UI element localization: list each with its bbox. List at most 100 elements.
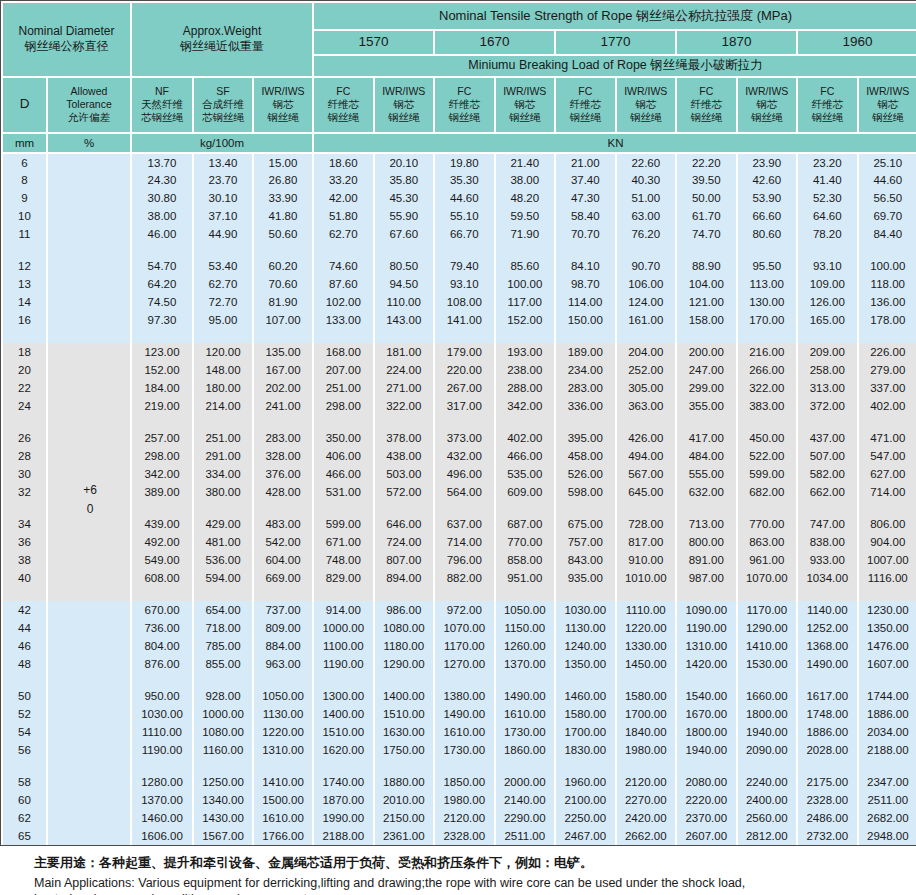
value-cell: 1700.00 <box>555 723 616 741</box>
value-cell: 1660.00 <box>737 687 798 705</box>
spacer-cell <box>555 673 616 687</box>
value-cell: 100.00 <box>858 257 916 275</box>
value-cell: 450.00 <box>737 429 798 447</box>
spacer-cell <box>253 329 313 343</box>
table-row: 32389.00380.00428.00531.00572.00564.0060… <box>2 483 916 501</box>
spacer-cell <box>131 501 193 515</box>
group-spacer-row <box>2 415 916 429</box>
value-cell: 54.70 <box>131 257 193 275</box>
value-cell: 406.00 <box>313 447 374 465</box>
footer-applications-cn: 主要用途：各种起重、提升和牵引设备、金属绳芯适用于负荷、受热和挤压条件下，例如：… <box>34 853 916 873</box>
value-cell: 74.70 <box>676 225 737 243</box>
value-cell: 986.00 <box>374 601 435 619</box>
value-cell: 1170.00 <box>737 601 798 619</box>
value-cell: 838.00 <box>797 533 858 551</box>
group-spacer-row <box>2 329 916 343</box>
value-cell: 1070.00 <box>737 569 798 587</box>
spacer-cell <box>374 329 435 343</box>
value-cell: 1116.00 <box>858 569 916 587</box>
tolerance-cell <box>47 257 131 275</box>
spacer-cell <box>47 759 131 773</box>
unit-kg-per-100m: kg/100m <box>131 133 313 153</box>
value-cell: 632.00 <box>676 483 737 501</box>
spacer-cell <box>797 501 858 515</box>
spacer-cell <box>253 759 313 773</box>
col-header-iwr-1960: IWR/IWS 钢芯 钢丝绳 <box>858 77 916 133</box>
value-cell: 910.00 <box>616 551 677 569</box>
value-cell: 876.00 <box>131 655 193 673</box>
value-cell: 168.00 <box>313 343 374 361</box>
value-cell: 2100.00 <box>555 791 616 809</box>
spacer-cell <box>131 673 193 687</box>
tolerance-cell <box>47 361 131 379</box>
value-cell: 257.00 <box>131 429 193 447</box>
value-cell: 363.00 <box>616 397 677 415</box>
col-header-iwr-1770: IWR/IWS 钢芯 钢丝绳 <box>616 77 677 133</box>
spacer-cell <box>131 329 193 343</box>
value-cell: 55.10 <box>434 207 495 225</box>
table-row: 561190.001160.001310.001620.001750.00173… <box>2 741 916 759</box>
value-cell: 21.00 <box>555 153 616 171</box>
value-cell: 35.80 <box>374 171 435 189</box>
value-cell: 106.00 <box>616 275 677 293</box>
value-cell: 22.20 <box>676 153 737 171</box>
table-row: 34439.00429.00483.00599.00646.00637.0068… <box>2 515 916 533</box>
value-cell: 494.00 <box>616 447 677 465</box>
value-cell: 2090.00 <box>737 741 798 759</box>
value-cell: 141.00 <box>434 311 495 329</box>
value-cell: 928.00 <box>193 687 253 705</box>
value-cell: 1190.00 <box>313 655 374 673</box>
spacer-cell <box>737 329 798 343</box>
tolerance-cell <box>47 773 131 791</box>
table-row: 601370.001340.001500.001870.002010.00198… <box>2 791 916 809</box>
diameter-cell: 62 <box>2 809 47 827</box>
tolerance-cell <box>47 311 131 329</box>
value-cell: 1830.00 <box>555 741 616 759</box>
diameter-cell: 40 <box>2 569 47 587</box>
value-cell: 40.30 <box>616 171 677 189</box>
tolerance-cell <box>47 379 131 397</box>
spacer-cell <box>434 415 495 429</box>
spacer-cell <box>797 673 858 687</box>
table-row: 1474.5072.7081.90102.00110.00108.00117.0… <box>2 293 916 311</box>
header-approx-weight: Approx.Weight 钢丝绳近似重量 <box>131 2 313 77</box>
value-cell: 2034.00 <box>858 723 916 741</box>
value-cell: 1250.00 <box>193 773 253 791</box>
value-cell: 395.00 <box>555 429 616 447</box>
value-cell: 757.00 <box>555 533 616 551</box>
value-cell: 1580.00 <box>616 687 677 705</box>
header-nominal-diameter: Nominal Diameter 钢丝绳公称直径 <box>2 2 131 77</box>
value-cell: 1400.00 <box>313 705 374 723</box>
value-cell: 426.00 <box>616 429 677 447</box>
spacer-cell <box>676 329 737 343</box>
value-cell: 62.70 <box>313 225 374 243</box>
value-cell: 891.00 <box>676 551 737 569</box>
spacer-cell <box>2 415 47 429</box>
table-row: 1697.3095.00107.00133.00143.00141.00152.… <box>2 311 916 329</box>
value-cell: 963.00 <box>253 655 313 673</box>
value-cell: 2400.00 <box>737 791 798 809</box>
spacer-cell <box>2 673 47 687</box>
value-cell: 1510.00 <box>313 723 374 741</box>
value-cell: 189.00 <box>555 343 616 361</box>
value-cell: 24.30 <box>131 171 193 189</box>
value-cell: 1370.00 <box>131 791 193 809</box>
value-cell: 627.00 <box>858 465 916 483</box>
value-cell: 93.10 <box>797 257 858 275</box>
value-cell: 531.00 <box>313 483 374 501</box>
value-cell: 258.00 <box>797 361 858 379</box>
value-cell: 737.00 <box>253 601 313 619</box>
value-cell: 336.00 <box>555 397 616 415</box>
value-cell: 637.00 <box>434 515 495 533</box>
value-cell: 136.00 <box>858 293 916 311</box>
value-cell: 78.20 <box>797 225 858 243</box>
header-strength-1570: 1570 <box>313 30 434 55</box>
diameter-cell: 12 <box>2 257 47 275</box>
value-cell: 807.00 <box>374 551 435 569</box>
value-cell: 53.40 <box>193 257 253 275</box>
value-cell: 933.00 <box>797 551 858 569</box>
spacer-cell <box>47 673 131 687</box>
value-cell: 1230.00 <box>858 601 916 619</box>
table-row: 50950.00928.001050.001300.001400.001380.… <box>2 687 916 705</box>
value-cell: 50.00 <box>676 189 737 207</box>
